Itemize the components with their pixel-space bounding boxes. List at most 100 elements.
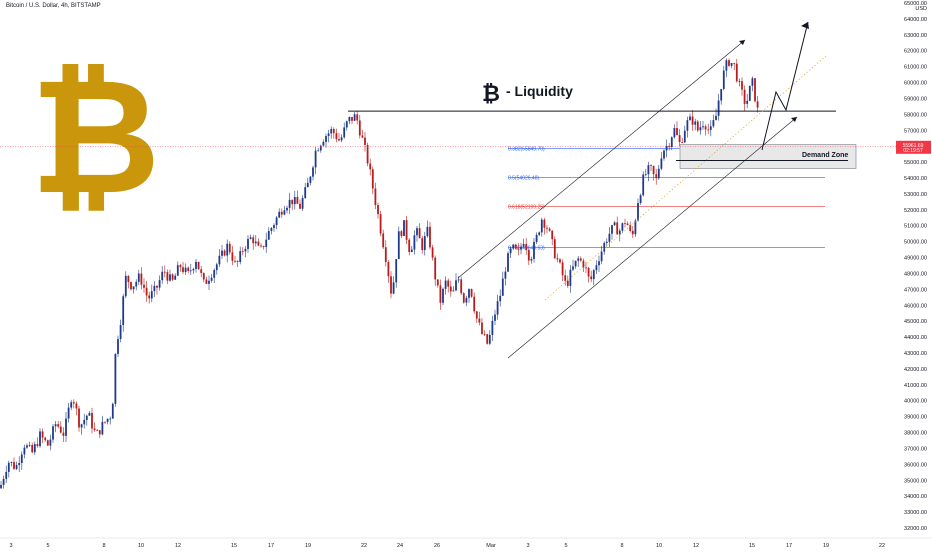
time-tick-label: 5 bbox=[46, 543, 49, 549]
candle-up bbox=[538, 232, 541, 235]
candle-down bbox=[31, 444, 34, 453]
candle-up bbox=[322, 141, 325, 146]
candle-up bbox=[639, 195, 642, 203]
candle-up bbox=[18, 463, 21, 466]
candle-up bbox=[345, 121, 348, 128]
candle-up bbox=[106, 418, 109, 422]
candle-up bbox=[535, 234, 538, 242]
candle-up bbox=[52, 426, 54, 440]
candle-down bbox=[546, 227, 548, 229]
time-tick-label: 15 bbox=[749, 543, 755, 549]
candle-down bbox=[78, 408, 80, 428]
candle-down bbox=[728, 60, 730, 66]
candle-down bbox=[145, 287, 148, 296]
candle-up bbox=[122, 296, 125, 326]
candle-down bbox=[156, 285, 158, 288]
candle-up bbox=[605, 241, 608, 243]
candle-up bbox=[124, 275, 127, 297]
candle-up bbox=[273, 225, 275, 229]
candle-up bbox=[39, 431, 41, 447]
time-tick-label: 10 bbox=[138, 543, 144, 549]
liquidity-annotation: ₿ - Liquidity bbox=[482, 82, 573, 107]
candle-up bbox=[592, 270, 595, 280]
candle-up bbox=[637, 202, 639, 221]
channel-lower-arrow bbox=[791, 117, 797, 122]
current-price-value: 55961.69 bbox=[903, 143, 924, 149]
candle-up bbox=[520, 246, 522, 250]
candle-down bbox=[93, 428, 96, 431]
time-axis: 3 5 8 10 12 15 17 19 22 24 26 Mar 3 5 8 10 12 15 17 19 22 bbox=[9, 543, 885, 549]
candle-down bbox=[338, 139, 340, 141]
candle-up bbox=[603, 242, 606, 252]
price-tick-label: 52000.00 bbox=[904, 208, 927, 214]
candle-down bbox=[470, 289, 473, 297]
candle-up bbox=[306, 182, 309, 188]
candle-down bbox=[514, 244, 517, 249]
candle-up bbox=[309, 176, 312, 183]
candle-up bbox=[540, 219, 543, 233]
price-tick-label: 38000.00 bbox=[904, 431, 927, 437]
candle-down bbox=[228, 243, 231, 253]
candle-down bbox=[351, 117, 353, 121]
candle-down bbox=[582, 260, 585, 268]
candle-up bbox=[533, 241, 535, 259]
candle-down bbox=[553, 239, 556, 259]
candle-down bbox=[75, 403, 78, 409]
candle-down bbox=[486, 334, 489, 344]
time-tick-label: 8 bbox=[620, 543, 623, 549]
candle-up bbox=[247, 238, 249, 249]
candle-down bbox=[650, 165, 652, 166]
candle-up bbox=[119, 325, 122, 340]
candle-down bbox=[566, 280, 569, 286]
candle-down bbox=[91, 412, 93, 429]
candle-down bbox=[556, 258, 559, 260]
candle-down bbox=[561, 262, 564, 276]
time-tick-label: 22 bbox=[879, 543, 885, 549]
candle-up bbox=[213, 270, 216, 278]
candle-up bbox=[132, 286, 135, 290]
candle-down bbox=[171, 274, 174, 280]
candle-up bbox=[49, 439, 52, 446]
candle-up bbox=[618, 230, 621, 235]
candle-up bbox=[634, 220, 637, 235]
candle-down bbox=[236, 261, 239, 263]
candle-down bbox=[587, 267, 590, 277]
price-tick-label: 59000.00 bbox=[904, 96, 927, 102]
candle-down bbox=[262, 246, 265, 248]
candle-up bbox=[574, 260, 577, 267]
candle-up bbox=[722, 70, 725, 89]
candle-up bbox=[83, 419, 86, 425]
candle-up bbox=[283, 210, 286, 215]
candle-up bbox=[174, 275, 177, 280]
fib-level-label: 0.5(54026.48) bbox=[508, 176, 539, 182]
candle-up bbox=[330, 128, 333, 134]
candle-up bbox=[512, 244, 515, 249]
candle-up bbox=[621, 223, 624, 231]
candle-down bbox=[356, 114, 359, 121]
candle-down bbox=[405, 220, 408, 240]
drawings bbox=[348, 21, 836, 359]
price-tick-label: 45000.00 bbox=[904, 319, 927, 325]
candle-up bbox=[221, 250, 223, 256]
candle-up bbox=[598, 261, 600, 266]
candle-down bbox=[384, 247, 387, 263]
candle-up bbox=[665, 145, 668, 151]
price-tick-label: 47000.00 bbox=[904, 287, 927, 293]
candle-down bbox=[361, 135, 364, 138]
candle-down bbox=[564, 275, 567, 281]
candle-up bbox=[522, 244, 525, 247]
price-tick-label: 62000.00 bbox=[904, 49, 927, 55]
candle-up bbox=[670, 137, 673, 147]
candle-up bbox=[702, 126, 704, 128]
candle-down bbox=[377, 205, 379, 215]
candle-up bbox=[488, 334, 491, 344]
candle-up bbox=[2, 478, 5, 485]
time-tick-label: 24 bbox=[397, 543, 403, 549]
candle-up bbox=[184, 267, 187, 273]
candle-down bbox=[704, 126, 707, 130]
time-tick-label: 8 bbox=[102, 543, 105, 549]
candle-up bbox=[249, 237, 252, 239]
candle-up bbox=[442, 288, 444, 303]
candle-up bbox=[286, 207, 288, 211]
